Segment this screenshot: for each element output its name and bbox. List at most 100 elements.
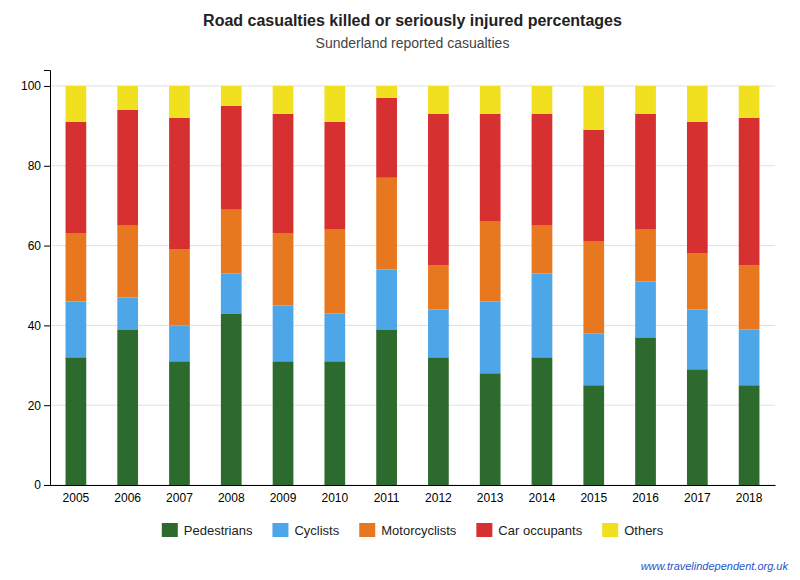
bar <box>376 329 397 485</box>
bar <box>687 309 708 369</box>
legend-swatch <box>602 523 618 537</box>
bar <box>532 114 553 226</box>
bar <box>66 86 87 122</box>
bar <box>221 106 242 210</box>
grid-line <box>50 325 775 326</box>
bar <box>635 114 656 230</box>
x-tick: 2012 <box>425 491 452 505</box>
bar <box>324 361 345 485</box>
bar <box>376 98 397 178</box>
bar <box>428 266 449 310</box>
bar <box>480 114 501 222</box>
bar <box>739 385 760 485</box>
x-tick-label: 2017 <box>684 491 711 505</box>
bar <box>583 130 604 242</box>
bar <box>687 369 708 485</box>
x-tick-label: 2005 <box>63 491 90 505</box>
x-tick: 2006 <box>114 491 141 505</box>
x-axis: 2005200620072008200920102011201220132014… <box>51 486 776 505</box>
plot-area: 2005200620072008200920102011201220132014… <box>21 71 776 505</box>
legend-label: Others <box>624 523 664 538</box>
bar <box>739 86 760 118</box>
bar <box>635 281 656 337</box>
bar <box>273 86 294 114</box>
bar-series <box>66 98 760 266</box>
bar <box>532 226 553 274</box>
bar <box>273 361 294 485</box>
bar <box>428 309 449 357</box>
y-tick-mark <box>44 166 50 167</box>
bar <box>428 114 449 266</box>
y-axis: 020406080100 <box>21 71 51 493</box>
grid-line <box>50 85 775 86</box>
grid-line <box>50 245 775 246</box>
y-tick-label: 40 <box>28 319 42 333</box>
y-tick-label: 100 <box>21 79 41 93</box>
legend-swatch <box>162 523 178 537</box>
bar <box>687 254 708 310</box>
bar <box>739 118 760 266</box>
bar <box>169 86 190 118</box>
x-tick: 2009 <box>270 491 297 505</box>
legend-item: Others <box>602 523 664 538</box>
x-tick: 2008 <box>218 491 245 505</box>
y-tick-label: 20 <box>28 399 42 413</box>
x-tick-label: 2009 <box>270 491 297 505</box>
bar <box>583 385 604 485</box>
subtitle: Sunderland reported casualties <box>316 35 510 51</box>
x-tick: 2007 <box>166 491 193 505</box>
bar <box>66 301 87 357</box>
bar <box>117 226 138 298</box>
legend-label: Motorcyclists <box>381 523 457 538</box>
bar <box>221 274 242 314</box>
bar <box>532 86 553 114</box>
legend-item: Cyclists <box>272 523 339 538</box>
bar <box>480 222 501 302</box>
y-axis-line <box>44 71 51 486</box>
bar <box>221 210 242 274</box>
x-tick-label: 2006 <box>114 491 141 505</box>
x-tick: 2015 <box>580 491 607 505</box>
bar <box>169 325 190 361</box>
x-tick-label: 2015 <box>580 491 607 505</box>
bar <box>480 86 501 114</box>
legend-label: Pedestrians <box>184 523 253 538</box>
bar <box>169 118 190 250</box>
x-tick-label: 2018 <box>736 491 763 505</box>
bar <box>117 329 138 485</box>
watermark: www.travelindependent.org.uk <box>641 560 789 572</box>
bar <box>739 329 760 385</box>
grid-line <box>50 405 775 406</box>
y-tick: 100 <box>21 79 50 93</box>
x-tick-label: 2010 <box>321 491 348 505</box>
y-tick-mark <box>44 485 50 486</box>
x-tick-label: 2008 <box>218 491 245 505</box>
bar <box>324 86 345 122</box>
bar <box>635 230 656 282</box>
x-tick: 2011 <box>374 491 400 505</box>
legend-swatch <box>359 523 375 537</box>
bar <box>583 242 604 334</box>
bar <box>635 337 656 485</box>
bar <box>428 357 449 485</box>
legend-swatch <box>272 523 288 537</box>
bar <box>480 373 501 485</box>
bar <box>66 357 87 485</box>
x-tick: 2010 <box>321 491 348 505</box>
bar <box>117 297 138 329</box>
bar <box>480 301 501 373</box>
bar <box>532 274 553 358</box>
y-tick: 40 <box>28 319 50 333</box>
x-axis-line <box>51 485 776 486</box>
bar <box>273 114 294 234</box>
y-tick-label: 60 <box>28 239 42 253</box>
y-tick-mark <box>44 325 50 326</box>
bar <box>583 86 604 130</box>
legend-label: Car occupants <box>498 523 582 538</box>
legend-item: Car occupants <box>476 523 582 538</box>
bar <box>324 122 345 230</box>
y-tick: 0 <box>34 478 50 492</box>
bar <box>687 122 708 254</box>
bar <box>376 178 397 270</box>
bar <box>273 305 294 361</box>
